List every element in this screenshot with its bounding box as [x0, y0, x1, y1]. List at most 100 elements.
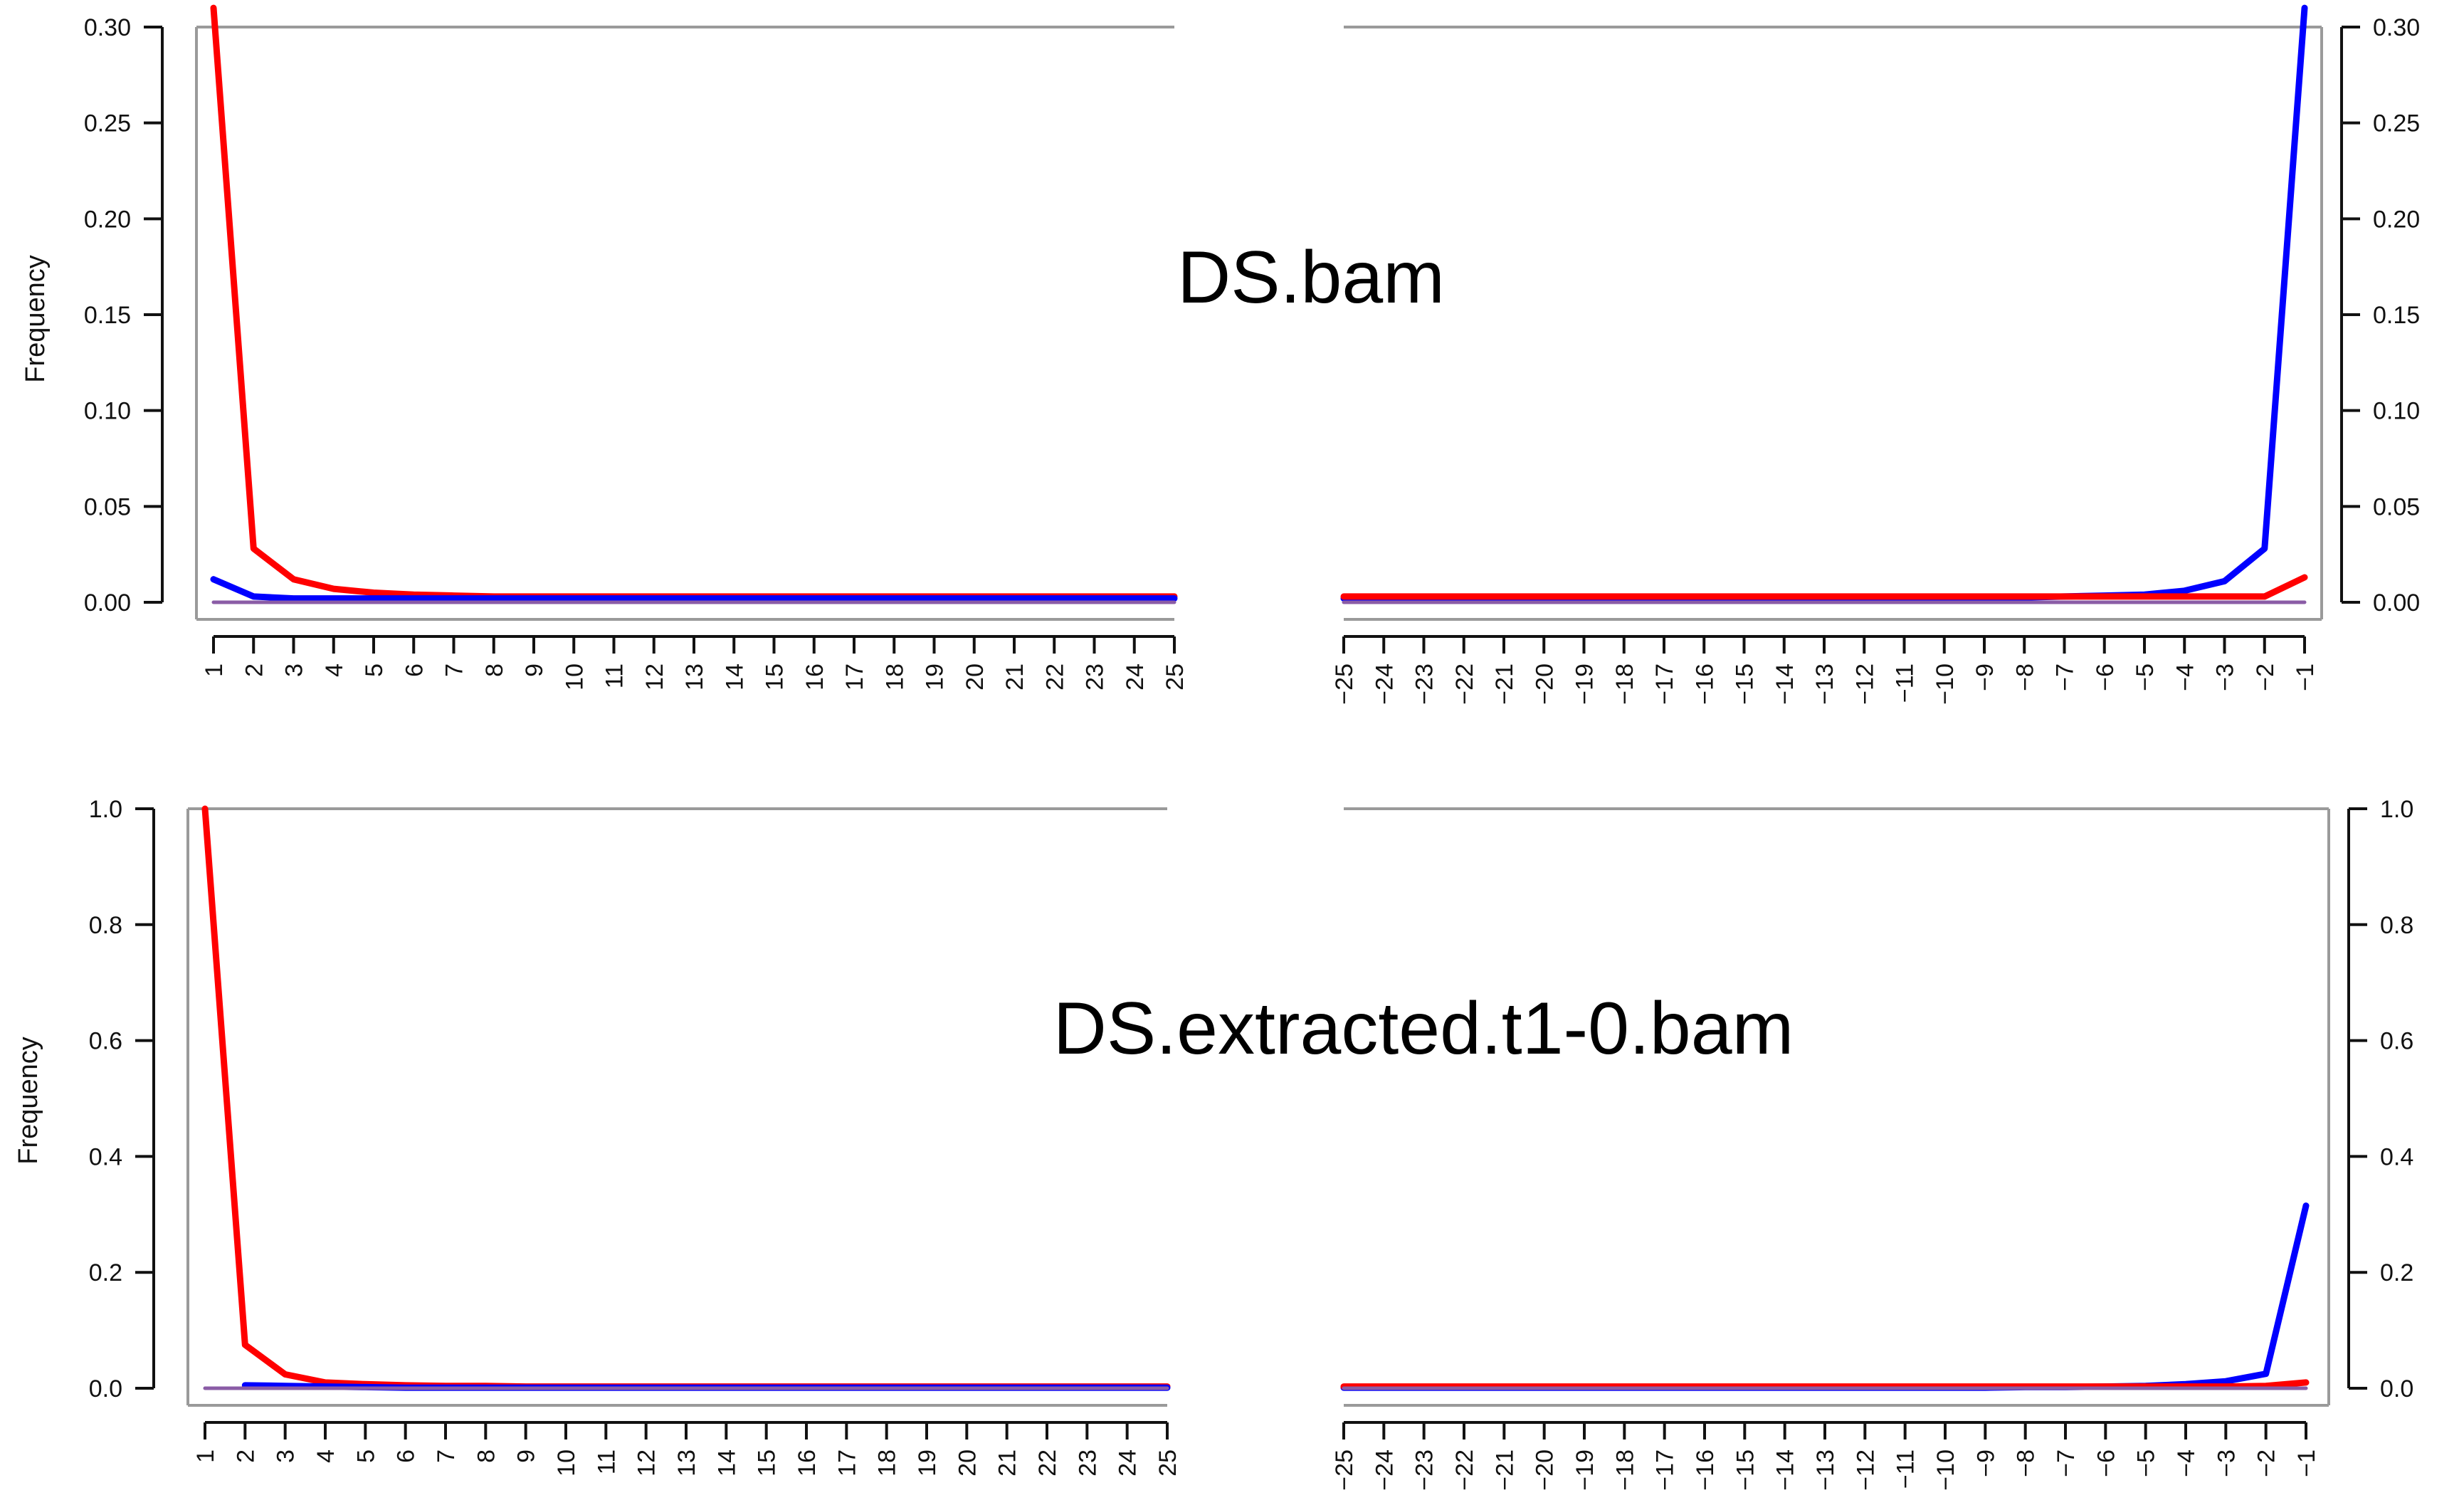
x-tick-label: 12	[641, 664, 668, 691]
x-tick-label: −10	[1932, 664, 1959, 705]
x-tick-label: −4	[2171, 664, 2199, 691]
x-tick-label: −25	[1331, 1449, 1358, 1491]
panel-left: 1 2 3 4 5 6 7 8 9 10 11 12 13 14 15 16 17 18 19 20 21 22 23 24 2…	[192, 805, 1181, 1477]
x-tick-label: −19	[1571, 1449, 1599, 1491]
x-tick-label: 20	[954, 1449, 981, 1477]
x-tick-label: −7	[2053, 1449, 2080, 1477]
x-tick-label: −21	[1491, 664, 1518, 705]
x-tick-label: 1	[192, 1449, 219, 1463]
x-tick-label: 11	[593, 1449, 620, 1474]
x-tick-label: 24	[1122, 664, 1149, 691]
x-tick-label: 21	[1001, 664, 1028, 691]
y-tick-label-left: 0.8	[89, 912, 122, 939]
x-tick-label: 16	[794, 1449, 821, 1477]
x-tick-label: 18	[874, 1449, 901, 1477]
x-tick-label: 3	[273, 1449, 300, 1463]
x-tick-label: −24	[1371, 1449, 1398, 1491]
x-tick-label: 21	[994, 1449, 1021, 1477]
figure-title: DS.extracted.t1-0.bam	[1053, 987, 1794, 1070]
y-tick-label-right: 0.2	[2380, 1259, 2413, 1286]
x-tick-label: −6	[2092, 1449, 2120, 1477]
x-tick-label: −11	[1892, 664, 1919, 703]
x-tick-label: 1	[201, 664, 228, 677]
x-tick-label: 16	[801, 664, 828, 691]
x-tick-label: −18	[1611, 1449, 1638, 1491]
x-tick-label: −12	[1851, 664, 1878, 705]
x-tick-label: 11	[601, 664, 628, 688]
y-tick-label-right: 0.6	[2380, 1028, 2413, 1055]
y-axis-label: Frequency	[21, 255, 51, 383]
x-tick-label: −2	[2253, 1449, 2280, 1477]
x-tick-label: 17	[841, 664, 868, 691]
series-line-red	[201, 805, 1171, 1390]
y-tick-label-right: 0.10	[2373, 398, 2420, 425]
x-tick-label: −9	[1972, 1449, 1999, 1477]
x-tick-label: −10	[1932, 1449, 1959, 1491]
x-tick-label: −6	[2092, 664, 2119, 691]
y-tick-label-left: 0.20	[84, 206, 131, 233]
x-tick-label: 6	[401, 664, 428, 677]
x-tick-label: 7	[441, 664, 468, 677]
x-tick-label: 17	[833, 1449, 860, 1477]
x-tick-label: −7	[2052, 664, 2079, 691]
x-tick-label: 7	[433, 1449, 460, 1463]
y-tick-label-left: 0.4	[89, 1143, 122, 1170]
x-tick-label: −20	[1531, 664, 1558, 705]
panel-right: −25 −24 −23 −22 −21 −20 −19 −18 −17 −16 −15 −14 −13−…	[1331, 1202, 2320, 1491]
figure-title: DS.bam	[1177, 236, 1445, 319]
x-tick-label: −19	[1571, 664, 1599, 705]
x-tick-label: 4	[321, 664, 348, 677]
panel-right: −25 −24 −23 −22 −21 −20 −19 −18 −17 −16 −15 −14 −13−…	[1331, 4, 2319, 705]
y-tick-label-left: 0.30	[84, 14, 131, 41]
x-tick-label: −2	[2252, 664, 2279, 691]
y-tick-label-right: 0.15	[2373, 302, 2420, 329]
figure-ds-extracted: DS.extracted.t1-0.bam Frequency 0.0 0.0 0.…	[14, 796, 2413, 1491]
x-tick-label: 9	[521, 664, 548, 677]
y-tick-label-right: 0.00	[2373, 589, 2420, 617]
y-tick-label-left: 0.25	[84, 110, 131, 137]
x-tick-label: 9	[513, 1449, 540, 1463]
x-tick-label: −13	[1811, 664, 1838, 705]
x-tick-label: 23	[1082, 664, 1109, 691]
y-tick-label-right: 0.25	[2373, 110, 2420, 137]
x-tick-label: 14	[721, 664, 748, 691]
x-tick-label: −3	[2212, 664, 2239, 691]
y-tick-label-left: 0.10	[84, 398, 131, 425]
x-tick-label: −16	[1691, 664, 1718, 705]
x-tick-label: 15	[762, 664, 789, 691]
x-tick-label: 5	[361, 664, 388, 677]
x-tick-label: −1	[2293, 1449, 2320, 1477]
x-tick-label: 25	[1154, 1449, 1181, 1477]
series-line-blue	[1340, 4, 2308, 602]
x-tick-label: −9	[1971, 664, 1999, 691]
y-tick-label-right: 0.8	[2380, 912, 2413, 939]
x-tick-label: 10	[553, 1449, 580, 1477]
x-tick-label: 6	[393, 1449, 420, 1463]
x-tick-label: 22	[1034, 1449, 1061, 1477]
x-tick-label: 24	[1115, 1449, 1142, 1477]
x-tick-label: −5	[2132, 664, 2159, 691]
y-tick-label-left: 0.15	[84, 302, 131, 329]
x-tick-label: 8	[481, 664, 508, 677]
x-tick-label: −4	[2173, 1449, 2200, 1477]
x-tick-label: −22	[1451, 664, 1478, 705]
x-tick-label: −14	[1771, 664, 1799, 705]
x-tick-label: 13	[681, 664, 708, 691]
series-line-red	[210, 4, 1178, 600]
plot-frame	[195, 26, 2323, 621]
x-tick-label: 2	[241, 664, 268, 677]
x-tick-label: 12	[633, 1449, 660, 1477]
x-tick-label: −14	[1772, 1449, 1799, 1491]
y-tick-label-right: 1.0	[2380, 796, 2413, 823]
x-tick-label: 20	[962, 664, 989, 691]
x-tick-label: 2	[232, 1449, 259, 1463]
x-tick-label: −16	[1692, 1449, 1719, 1491]
x-tick-label: −17	[1652, 1449, 1679, 1491]
x-tick-label: 25	[1162, 664, 1189, 691]
y-tick-label-right: 0.20	[2373, 206, 2420, 233]
x-tick-label: −5	[2133, 1449, 2160, 1477]
x-tick-label: −22	[1451, 1449, 1478, 1491]
x-tick-label: −24	[1371, 664, 1398, 705]
x-tick-label: 4	[312, 1449, 339, 1463]
